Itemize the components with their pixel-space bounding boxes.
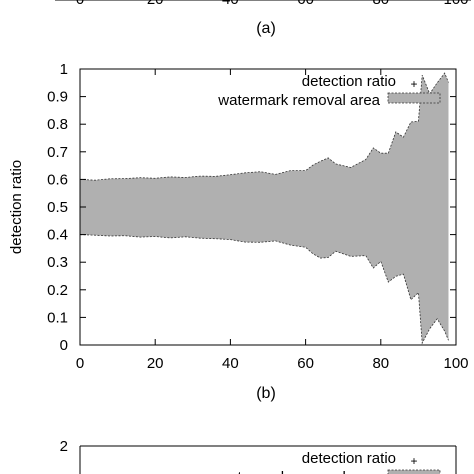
- y-tick-label: 0.2: [47, 282, 68, 299]
- y-tick-label: 0.3: [47, 254, 68, 271]
- y-tick-label: 0.7: [47, 144, 68, 161]
- area-upper-boundary: [79, 72, 449, 181]
- top-x-tick-label: 20: [147, 0, 164, 8]
- legend-label-watermark-area: watermark removal area: [217, 92, 380, 109]
- chart-b: 0 0.1 0.2 0.3 0.4 0.5 0.6 0.7 0.8 0.9 1 0 20 40 60 80 10…: [8, 61, 469, 402]
- legend-label-detection-ratio: detection ratio: [302, 450, 396, 467]
- x-tick-label: 20: [147, 355, 164, 372]
- x-tick-label: 80: [372, 355, 389, 372]
- top-x-tick-label: 100: [443, 0, 468, 8]
- y-tick-label: 0.1: [47, 309, 68, 326]
- top-chart-fragment: 0 20 40 60 80 100 (a): [55, 0, 471, 37]
- legend-label-watermark-area: watermark removal area: [217, 469, 380, 474]
- top-x-tick-label: 80: [372, 0, 389, 8]
- caption-b: (b): [256, 385, 276, 402]
- watermark-removal-area: [80, 73, 449, 344]
- chart-c-fragment: 2 detection ratio + watermark removal area: [60, 438, 457, 474]
- y-axis-label: detection ratio: [8, 160, 25, 254]
- y-tick-label: 2: [60, 438, 68, 455]
- caption-a: (a): [256, 20, 276, 37]
- y-tick-label: 0.8: [47, 116, 68, 133]
- y-tick-label: 0.4: [47, 227, 68, 244]
- y-tick-label: 0.6: [47, 171, 68, 188]
- legend-marker-plus: +: [410, 454, 417, 468]
- top-x-tick-label: 0: [76, 0, 84, 8]
- y-tick-label: 0.9: [47, 89, 68, 106]
- x-tick-label: 100: [443, 355, 468, 372]
- legend-swatch-area: [387, 469, 441, 474]
- legend-marker-plus: +: [410, 77, 417, 91]
- area-lower-boundary: [79, 234, 449, 345]
- legend-label-detection-ratio: detection ratio: [302, 73, 396, 90]
- y-tick-label: 0: [60, 337, 68, 354]
- x-tick-label: 0: [76, 355, 84, 372]
- top-x-tick-label: 40: [222, 0, 239, 8]
- y-tick-label: 1: [60, 61, 68, 78]
- x-tick-label: 40: [222, 355, 239, 372]
- top-x-tick-label: 60: [297, 0, 314, 8]
- legend-swatch-area: [387, 92, 441, 104]
- x-tick-label: 60: [297, 355, 314, 372]
- y-tick-label: 0.5: [47, 199, 68, 216]
